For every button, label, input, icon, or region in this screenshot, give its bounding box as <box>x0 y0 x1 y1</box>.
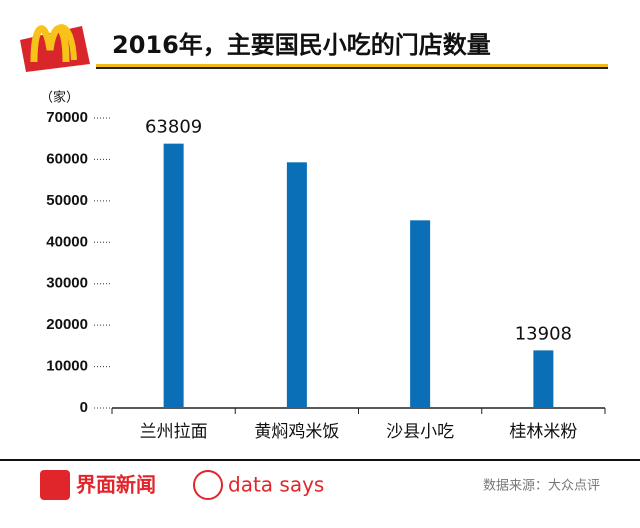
bar <box>410 220 431 408</box>
x-tick-label: 沙县小吃 <box>386 422 454 442</box>
y-tick-label: 70000 <box>46 109 88 126</box>
y-tick-label: 0 <box>80 399 88 416</box>
y-tick-label: 10000 <box>46 358 88 375</box>
bar <box>286 162 307 408</box>
logo <box>20 24 90 72</box>
brand: 界面新闻 <box>76 473 156 497</box>
bar <box>163 143 184 408</box>
y-tick-label: 50000 <box>46 192 88 209</box>
value-label: 13908 <box>515 323 572 344</box>
y-tick-label: 20000 <box>46 316 88 333</box>
y-tick-label: 60000 <box>46 150 88 167</box>
x-tick-label: 兰州拉面 <box>140 422 208 442</box>
brand-icon <box>40 470 70 500</box>
chart-title: 2016年，主要国民小吃的门店数量 <box>112 31 491 59</box>
brand2: data says <box>228 473 324 497</box>
bar <box>533 350 554 408</box>
y-tick-label: 30000 <box>46 275 88 292</box>
brand2-icon <box>193 470 223 500</box>
source: 数据来源：大众点评 <box>483 479 600 494</box>
x-tick-label: 桂林米粉 <box>509 422 577 442</box>
value-label: 63809 <box>145 117 202 138</box>
y-axis-label: （家） <box>40 90 79 106</box>
title-rule <box>96 67 608 69</box>
title-rule <box>96 64 608 67</box>
x-tick-label: 黄焖鸡米饭 <box>254 422 339 442</box>
y-tick-label: 40000 <box>46 233 88 250</box>
